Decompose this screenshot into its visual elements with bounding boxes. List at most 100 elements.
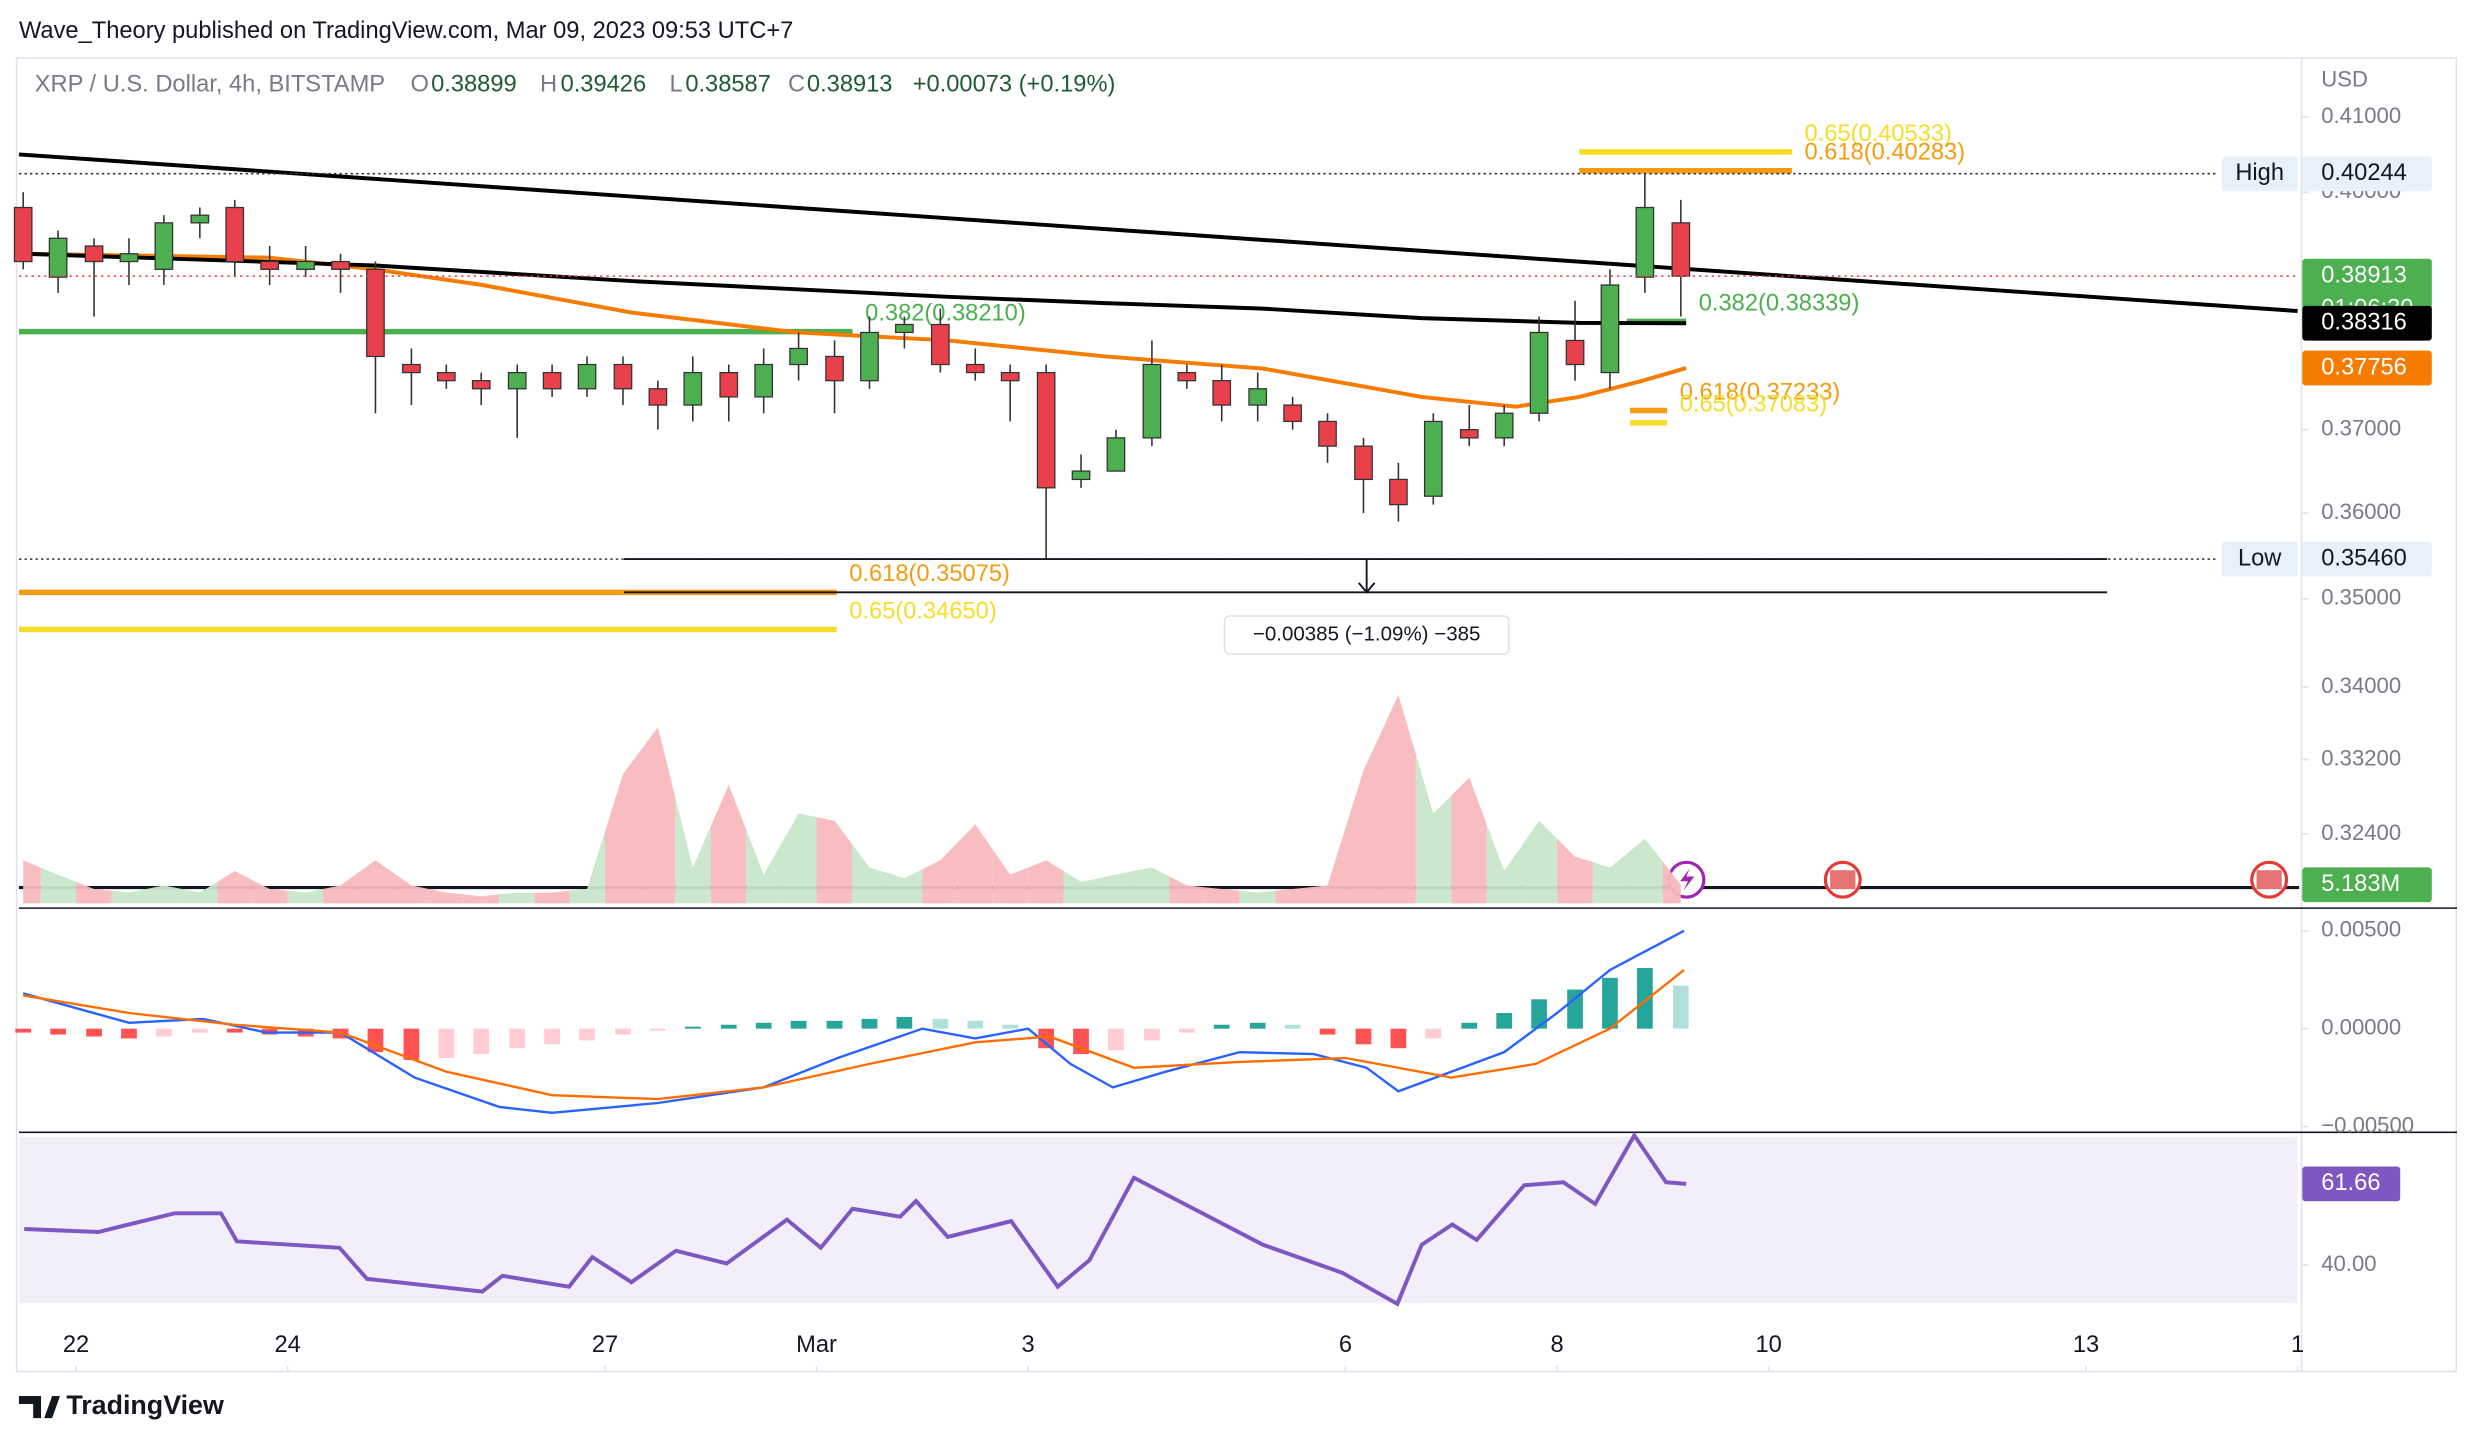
volume-area: [40, 867, 77, 904]
histogram-bar: [1038, 1028, 1054, 1049]
histogram-bar: [473, 1028, 490, 1055]
y-tick-label: 40.00: [2321, 1251, 2376, 1276]
histogram-bar: [684, 1026, 701, 1029]
volume-area: [957, 824, 993, 904]
measure-label: −0.00385 (−1.09%) −385: [1253, 622, 1481, 645]
volume-area: [1275, 887, 1311, 904]
volume-area: [463, 894, 500, 904]
volume-area: [1028, 860, 1064, 904]
level-name: Low: [2238, 545, 2282, 571]
histogram-bar: [1567, 989, 1583, 1029]
candle-body: [366, 268, 385, 358]
x-tick-label: 13: [2073, 1332, 2099, 1358]
volume-area: [1098, 871, 1134, 904]
volume-area: [428, 889, 464, 904]
candle-body: [119, 253, 139, 263]
histogram-bar: [720, 1024, 737, 1029]
measure-arrow: [1358, 559, 1376, 594]
histogram-bar: [121, 1028, 137, 1039]
volume-area: [1345, 732, 1381, 904]
candle-body: [1565, 339, 1585, 366]
frame: [15, 56, 2458, 1373]
y-unit: USD: [2321, 67, 2368, 92]
candle-body: [577, 363, 597, 390]
candle-body: [225, 206, 245, 263]
histogram-bar: [861, 1018, 878, 1029]
volume-area: [111, 889, 147, 904]
level-value-box: [2302, 156, 2432, 192]
level-value-box: [2302, 541, 2432, 577]
price-label: 0.38913: [2321, 262, 2407, 288]
candle-body: [402, 363, 421, 374]
volume-area: [1310, 827, 1346, 904]
ohlc-value: 0.38913: [807, 72, 893, 98]
candle-body: [542, 371, 562, 390]
histogram-bar: [826, 1020, 843, 1029]
volume-area: [816, 817, 853, 904]
candle-body: [1142, 363, 1162, 439]
symbol: XRP / U.S. Dollar, 4h, BITSTAMP: [35, 72, 385, 98]
candle-body: [719, 371, 739, 398]
histogram-bar: [1496, 1013, 1513, 1029]
histogram-bar: [1425, 1028, 1442, 1039]
volume-area: [357, 860, 394, 904]
volume-area: [287, 889, 324, 904]
series-line: [24, 251, 1687, 409]
candle-body: [1529, 331, 1549, 414]
candle-body: [1283, 404, 1302, 423]
candle-body: [154, 222, 174, 270]
x-tick-label: 27: [592, 1332, 618, 1358]
price-label: 0.37756: [2321, 354, 2407, 380]
histogram-bar: [896, 1016, 913, 1029]
histogram-bar: [191, 1028, 208, 1033]
y-tick-label: 0.35000: [2321, 585, 2401, 610]
volume-area: [1380, 694, 1416, 904]
volume-area: [640, 727, 676, 904]
histogram-bar: [1144, 1028, 1160, 1041]
rsi-label: 61.66: [2321, 1170, 2380, 1196]
histogram-bar: [86, 1028, 102, 1037]
x-tick-label: 3: [1022, 1332, 1035, 1358]
y-tick-label: −0.00500: [2321, 1112, 2414, 1137]
candle-body: [613, 363, 633, 390]
volume-area: [746, 829, 782, 904]
price-label: 0.38316: [2321, 309, 2407, 335]
candle-body: [84, 245, 104, 263]
volume-area: [604, 750, 641, 904]
histogram-bar: [50, 1028, 66, 1035]
volume-area: [1592, 853, 1628, 904]
footer-logo: TradingView: [18, 1390, 224, 1420]
x-tick-label: 22: [63, 1332, 89, 1358]
candle-body: [1600, 284, 1620, 374]
volume-label-box: [2302, 867, 2432, 903]
histogram-bar: [15, 1028, 32, 1033]
y-tick-label: 0.41000: [2321, 103, 2401, 128]
candle-body: [895, 323, 914, 334]
y-tick-label: 0.00000: [2321, 1015, 2401, 1040]
y-tick-label: 0.00500: [2321, 917, 2401, 942]
y-tick-label: 0.33200: [2321, 745, 2401, 770]
fib-label: 0.382(0.38210): [865, 301, 1026, 327]
candle-body: [1354, 445, 1373, 481]
change: +0.00073 (+0.19%): [913, 72, 1116, 98]
histogram-bar: [438, 1028, 455, 1059]
histogram-bar: [1672, 985, 1689, 1029]
volume-area: [781, 813, 817, 904]
candle-body: [48, 237, 68, 278]
volume-area: [217, 871, 253, 904]
candle-body: [1212, 380, 1232, 406]
volume-area: [569, 831, 605, 904]
series-line: [18, 152, 2298, 313]
event-icon: [1680, 868, 1695, 891]
price-label-box: [2302, 305, 2432, 341]
histogram-bar: [1178, 1028, 1195, 1033]
histogram-bar: [509, 1028, 526, 1049]
candle-body: [1459, 429, 1479, 439]
histogram-bar: [156, 1028, 172, 1037]
candle-body: [789, 347, 808, 366]
histogram-bar: [403, 1028, 420, 1060]
volume-area: [922, 842, 958, 904]
price-label-box: [2302, 350, 2432, 386]
histogram-bar: [1355, 1028, 1372, 1045]
volume-area: [393, 872, 429, 904]
